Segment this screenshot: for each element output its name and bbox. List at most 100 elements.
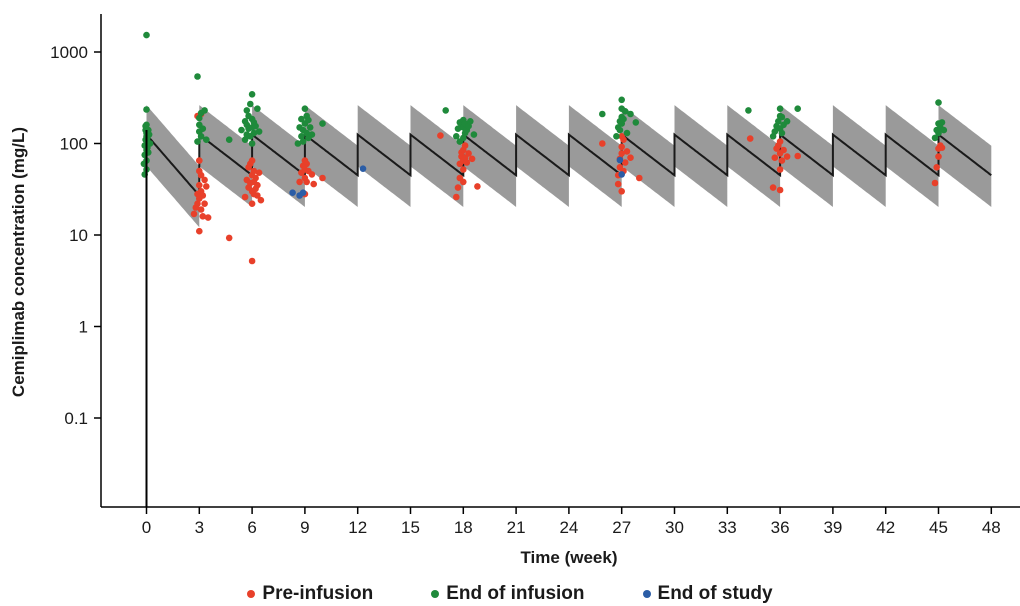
data-point-end-of-infusion	[778, 129, 786, 137]
data-point-pre-infusion	[248, 157, 256, 164]
data-point-pre-infusion	[618, 188, 625, 195]
data-point-end-of-infusion	[146, 140, 154, 147]
data-point-end-of-study	[359, 165, 367, 172]
x-tick-label: 0	[142, 518, 151, 537]
data-point-pre-infusion	[319, 174, 326, 182]
data-point-end-of-infusion	[201, 107, 208, 114]
data-point-pre-infusion	[474, 183, 481, 190]
data-point-pre-infusion	[241, 193, 249, 201]
data-point-end-of-infusion	[621, 108, 629, 115]
data-point-end-of-infusion	[254, 105, 261, 112]
data-point-end-of-infusion	[243, 107, 251, 114]
y-tick-label: 0.1	[64, 409, 88, 428]
legend-label-pre-infusion: Pre-infusion	[262, 583, 374, 604]
data-point-pre-infusion	[248, 257, 256, 265]
legend-item-end-of-infusion: End of infusion	[431, 583, 585, 605]
data-point-pre-infusion	[204, 214, 212, 221]
x-tick-label: 30	[665, 518, 684, 537]
data-point-end-of-infusion	[938, 119, 946, 126]
data-point-end-of-study	[618, 171, 625, 178]
data-point-end-of-infusion	[613, 133, 620, 140]
data-point-pre-infusion	[250, 167, 258, 175]
data-point-end-of-infusion	[248, 91, 256, 98]
x-tick-label: 27	[612, 518, 631, 537]
data-point-end-of-infusion	[298, 115, 305, 123]
data-point-pre-infusion	[257, 196, 265, 204]
data-point-pre-infusion	[199, 192, 207, 199]
data-point-end-of-infusion	[618, 96, 625, 104]
data-point-pre-infusion	[254, 192, 261, 199]
x-ticks: 0 3 6 9 12 15 18 21 24 27 30 33 36 39 42 45 48	[142, 507, 1001, 537]
x-tick-label: 45	[929, 518, 948, 537]
data-point-pre-infusion	[778, 157, 786, 164]
data-point-pre-infusion	[771, 154, 779, 161]
x-tick-label: 39	[823, 518, 842, 537]
data-point-end-of-infusion	[931, 134, 939, 142]
data-point-pre-infusion	[437, 132, 444, 139]
data-point-pre-infusion	[780, 146, 787, 154]
data-point-end-of-infusion	[627, 110, 634, 118]
data-point-pre-infusion	[769, 184, 777, 191]
data-point-end-of-infusion	[143, 31, 150, 39]
data-point-end-of-infusion	[203, 136, 210, 143]
data-point-end-of-infusion	[783, 118, 791, 125]
data-point-pre-infusion	[935, 153, 942, 160]
data-point-end-of-infusion	[299, 138, 307, 145]
data-point-pre-infusion	[254, 181, 261, 189]
data-point-pre-infusion	[197, 206, 205, 213]
y-tick-label: 10	[69, 226, 88, 245]
x-tick-label: 18	[454, 518, 473, 537]
data-point-pre-infusion	[614, 180, 622, 188]
data-point-pre-infusion	[776, 186, 784, 194]
data-point-end-of-infusion	[247, 100, 254, 108]
data-point-end-of-infusion	[252, 122, 259, 130]
data-point-pre-infusion	[618, 150, 625, 157]
data-point-pre-infusion	[599, 140, 606, 147]
data-point-end-of-infusion	[599, 110, 606, 118]
data-point-end-of-infusion	[250, 129, 258, 137]
data-point-end-of-infusion	[225, 136, 233, 143]
data-point-pre-infusion	[461, 142, 469, 149]
y-ticks: 0.1 1 10 100 1000	[50, 43, 101, 428]
data-point-pre-infusion	[463, 159, 471, 166]
x-tick-label: 6	[247, 518, 256, 537]
data-point-end-of-infusion	[197, 133, 205, 140]
data-point-end-of-infusion	[294, 140, 302, 147]
data-point-end-of-infusion	[238, 126, 245, 134]
data-point-pre-infusion	[308, 171, 316, 178]
data-point-pre-infusion	[190, 210, 198, 218]
data-point-pre-infusion	[465, 150, 472, 157]
data-point-pre-infusion	[618, 143, 625, 151]
y-tick-label: 1000	[50, 43, 88, 62]
data-point-pre-infusion	[303, 160, 311, 168]
data-point-end-of-infusion	[143, 106, 150, 113]
x-tick-label: 12	[348, 518, 367, 537]
data-point-pre-infusion	[194, 200, 201, 207]
data-point-pre-infusion	[454, 184, 462, 191]
data-point-end-of-infusion	[143, 121, 150, 129]
data-point-pre-infusion	[310, 180, 318, 188]
data-point-end-of-infusion	[248, 140, 256, 147]
data-point-end-of-infusion	[194, 138, 201, 145]
data-point-end-of-infusion	[745, 107, 752, 114]
data-point-pre-infusion	[746, 135, 754, 142]
data-point-end-of-infusion	[255, 128, 263, 135]
data-point-pre-infusion	[248, 200, 256, 207]
data-point-end-of-infusion	[470, 131, 478, 138]
data-point-end-of-infusion	[632, 119, 640, 126]
data-point-end-of-study	[616, 156, 624, 164]
data-point-end-of-infusion	[935, 99, 942, 106]
y-tick-label: 1	[79, 318, 88, 337]
data-point-end-of-infusion	[620, 115, 627, 123]
data-point-end-of-infusion	[778, 113, 786, 121]
data-point-pre-infusion	[199, 213, 207, 220]
data-point-pre-infusion	[933, 164, 940, 171]
data-point-end-of-infusion	[771, 128, 779, 135]
data-point-pre-infusion	[252, 174, 259, 182]
data-point-pre-infusion	[303, 178, 311, 186]
median-prediction-line	[145, 132, 992, 199]
legend-marker-end-of-infusion	[431, 590, 440, 598]
legend-label-end-of-study: End of study	[657, 583, 773, 604]
observed-points-layer	[140, 31, 948, 265]
median-prediction-layer	[145, 132, 992, 199]
